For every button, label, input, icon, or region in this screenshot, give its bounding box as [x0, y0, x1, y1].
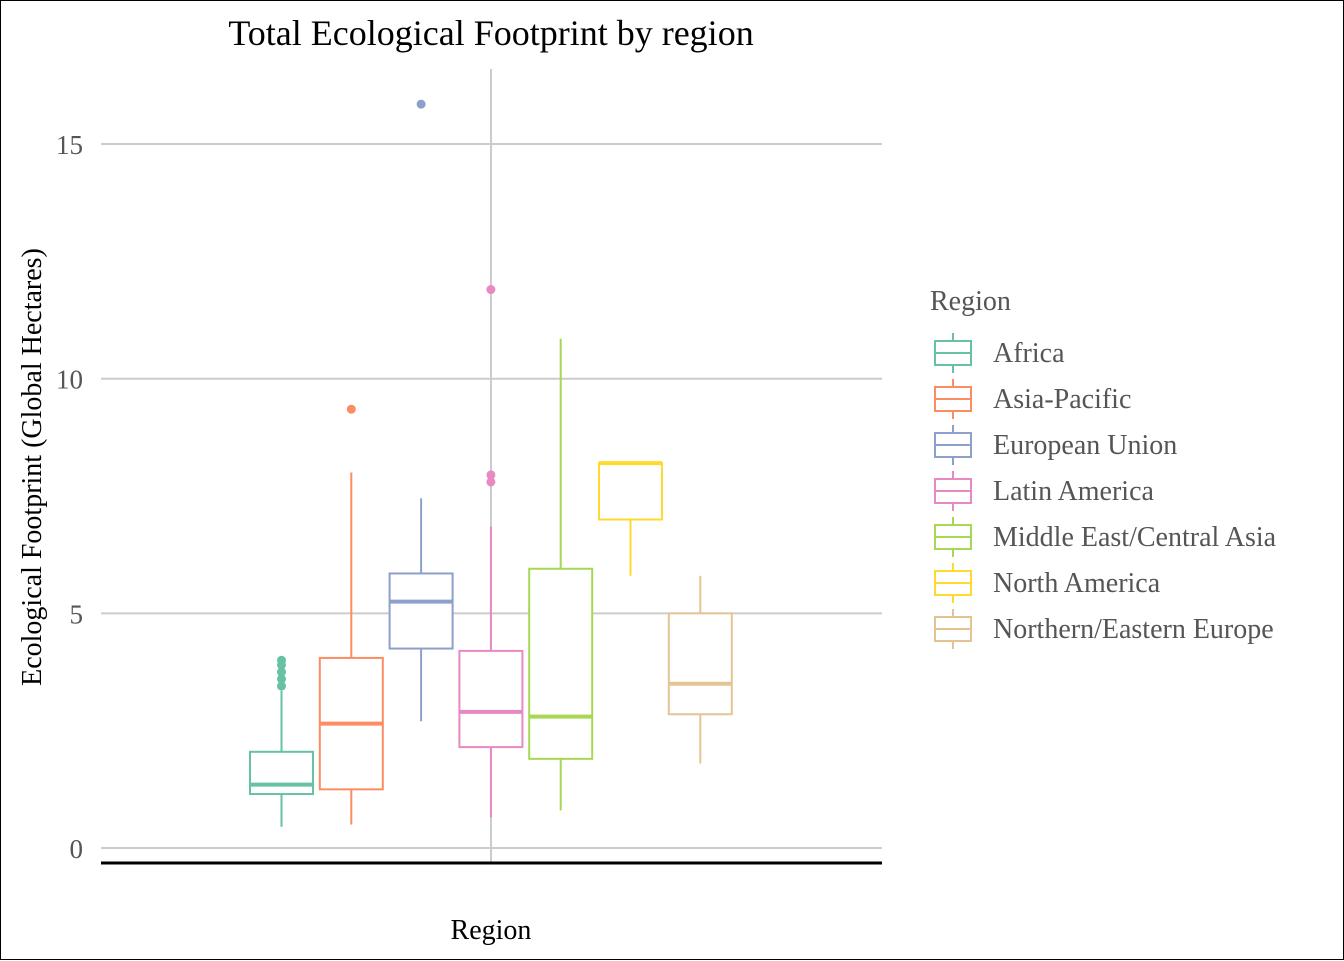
- box-european-union: [388, 99, 454, 722]
- x-axis-title: Region: [451, 915, 532, 946]
- y-axis-title: Ecological Footprint (Global Hectares): [17, 248, 48, 686]
- gridlines: [101, 69, 882, 863]
- legend-label: Latin America: [993, 476, 1155, 507]
- legend-item: Africa: [934, 333, 1065, 373]
- legend-item: Northern/Eastern Europe: [934, 609, 1274, 649]
- outlier-point: [486, 285, 496, 295]
- box-asia-pacific: [318, 404, 384, 825]
- outlier-point: [486, 470, 496, 480]
- boxes: [249, 99, 733, 827]
- legend-title: Region: [930, 286, 1011, 317]
- outlier-point: [486, 477, 496, 487]
- box-africa: [249, 655, 314, 827]
- y-tick-label: 15: [56, 130, 83, 160]
- box-north-america: [598, 461, 663, 576]
- legend-item: European Union: [934, 425, 1177, 465]
- outlier-point: [416, 99, 426, 109]
- box-middle-east-central-asia: [528, 338, 594, 811]
- legend-label: North America: [993, 568, 1161, 599]
- legend-item: Asia-Pacific: [934, 379, 1131, 419]
- y-tick-labels: 0 5 10 15: [56, 130, 83, 864]
- iqr-box: [249, 750, 314, 796]
- legend-item: Middle East/Central Asia: [934, 517, 1277, 557]
- legend: Region Africa Asia-Pacific European Union L…: [930, 286, 1277, 649]
- y-tick-label: 10: [56, 365, 83, 395]
- chart-title: Total Ecological Footprint by region: [228, 13, 753, 53]
- iqr-box: [528, 567, 594, 760]
- legend-label: Africa: [993, 338, 1065, 369]
- iqr-box: [598, 462, 663, 521]
- outlier-point: [277, 674, 286, 684]
- y-tick-label: 5: [70, 599, 84, 629]
- legend-label: Middle East/Central Asia: [993, 522, 1277, 553]
- legend-label: Asia-Pacific: [993, 384, 1131, 415]
- legend-label: Northern/Eastern Europe: [993, 614, 1274, 645]
- outlier-point: [277, 667, 286, 677]
- box-latin-america: [458, 285, 524, 818]
- outlier-point: [277, 655, 286, 665]
- iqr-box: [458, 649, 524, 749]
- box-northern-eastern-europe: [667, 575, 733, 764]
- legend-item: North America: [934, 563, 1161, 603]
- y-tick-label: 0: [70, 834, 84, 864]
- outlier-point: [277, 681, 286, 691]
- legend-label: European Union: [993, 430, 1177, 461]
- outlier-point: [346, 404, 356, 414]
- legend-item: Latin America: [934, 471, 1155, 511]
- iqr-box: [388, 572, 454, 650]
- iqr-box: [667, 612, 733, 716]
